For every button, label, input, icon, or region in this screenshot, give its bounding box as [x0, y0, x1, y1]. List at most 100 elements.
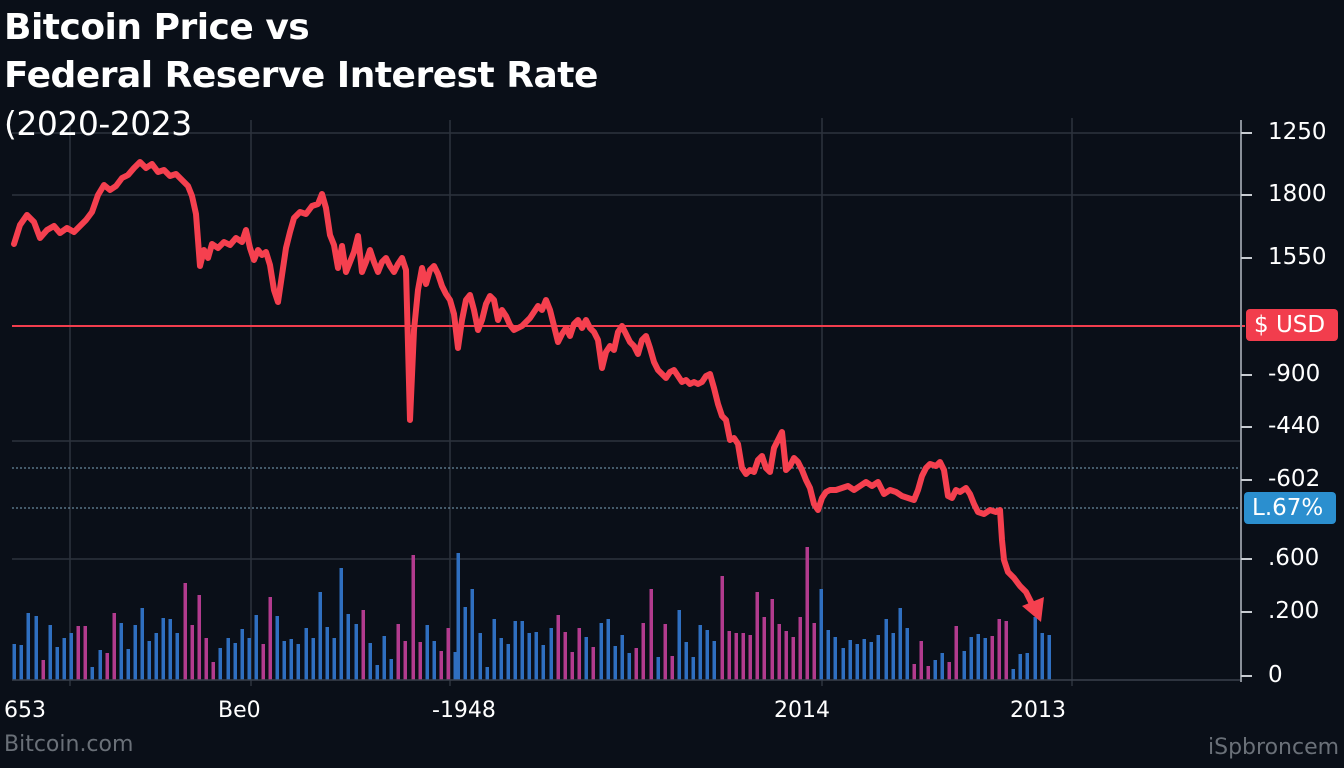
volume-bar: [140, 608, 144, 680]
volume-bar: [649, 589, 653, 680]
volume-bar: [254, 615, 258, 680]
volume-bar: [556, 615, 560, 680]
x-tick-label: -1948: [432, 698, 496, 723]
volume-bar: [190, 625, 194, 680]
volume-bar: [691, 657, 695, 680]
volume-bar: [346, 614, 350, 680]
volume-bar: [819, 589, 823, 680]
volume-bar: [119, 623, 123, 680]
volume-bar: [396, 624, 400, 680]
volume-bar: [1018, 654, 1022, 680]
volume-bar: [919, 641, 923, 680]
volume-bar: [83, 626, 87, 680]
volume-bar: [841, 648, 845, 680]
volume-bar: [777, 624, 781, 680]
volume-bar: [926, 666, 930, 680]
volume-bar: [339, 568, 343, 680]
volume-bar: [997, 619, 1001, 680]
volume-bar: [382, 636, 386, 680]
volume-bar: [570, 652, 574, 680]
volume-bar: [734, 633, 738, 680]
volume-bar: [492, 619, 496, 680]
volume-bar: [34, 616, 38, 680]
volume-bar: [599, 623, 603, 680]
volume-bar: [463, 607, 467, 680]
y-tick-label: 1250: [1268, 119, 1327, 145]
volume-bar: [620, 635, 624, 680]
volume-bars: [12, 547, 1051, 680]
volume-bar: [204, 638, 208, 680]
volume-bar: [90, 667, 94, 680]
volume-bar: [62, 638, 66, 680]
volume-bar: [268, 597, 272, 680]
bitcoin-price-line: [11, 159, 1041, 617]
volume-bar: [147, 641, 151, 680]
title-line-3: (2020-2023: [4, 104, 192, 143]
volume-bar: [48, 625, 52, 680]
volume-bar: [133, 625, 137, 680]
volume-bar: [698, 625, 702, 680]
volume-bar: [798, 617, 802, 680]
volume-bar: [1047, 635, 1051, 680]
volume-bar: [912, 664, 916, 680]
volume-bar: [183, 583, 187, 680]
volume-bar: [76, 626, 80, 680]
volume-bar: [748, 635, 752, 680]
gridlines: [12, 118, 1241, 686]
volume-bar: [275, 616, 279, 680]
volume-bar: [105, 653, 109, 680]
title-line-1: Bitcoin Price vs: [4, 7, 310, 48]
volume-bar: [1011, 669, 1015, 680]
volume-bar: [506, 644, 510, 680]
volume-bar: [112, 613, 116, 680]
volume-bar: [641, 623, 645, 680]
volume-bar: [432, 641, 436, 680]
volume-bar: [527, 633, 531, 680]
y-tick-label: .600: [1268, 545, 1320, 571]
volume-bar: [656, 657, 660, 680]
volume-bar: [282, 641, 286, 680]
volume-bar: [453, 652, 457, 680]
volume-bar: [606, 619, 610, 680]
volume-bar: [791, 637, 795, 680]
volume-bar: [168, 619, 172, 680]
volume-bar: [211, 662, 215, 680]
volume-bar: [368, 643, 372, 680]
y-tick-label: -900: [1268, 361, 1321, 387]
trend-arrowhead-icon: [1022, 597, 1044, 622]
x-tick-label: Be0: [218, 698, 261, 723]
watermark-left: Bitcoin.com: [4, 732, 134, 757]
volume-bar: [478, 633, 482, 680]
x-tick-label: 2013: [1010, 698, 1066, 723]
volume-bar: [770, 599, 774, 680]
volume-bar: [577, 628, 581, 680]
volume-bar: [55, 647, 59, 680]
volume-bar: [499, 638, 503, 680]
volume-bar: [41, 660, 45, 680]
volume-bar: [684, 642, 688, 680]
volume-bar: [905, 628, 909, 680]
volume-bar: [869, 642, 873, 680]
volume-bar: [1040, 633, 1044, 680]
volume-bar: [485, 667, 489, 680]
volume-bar: [354, 624, 358, 680]
volume-bar: [332, 638, 336, 680]
y-tick-label: -440: [1268, 413, 1321, 439]
volume-bar: [762, 617, 766, 680]
volume-bar: [876, 635, 880, 680]
volume-bar: [591, 647, 595, 680]
volume-bar: [446, 628, 450, 680]
volume-bar: [613, 646, 617, 680]
volume-bar: [541, 645, 545, 680]
volume-bar: [947, 662, 951, 680]
volume-bar: [389, 659, 393, 680]
volume-bar: [677, 610, 681, 680]
volume-bar: [470, 589, 474, 680]
volume-bar: [439, 651, 443, 680]
volume-bar: [933, 660, 937, 680]
volume-bar: [584, 637, 588, 680]
volume-bar: [884, 619, 888, 680]
volume-bar: [563, 632, 567, 680]
volume-bar: [627, 653, 631, 680]
y-tick-label: 1800: [1268, 181, 1327, 207]
